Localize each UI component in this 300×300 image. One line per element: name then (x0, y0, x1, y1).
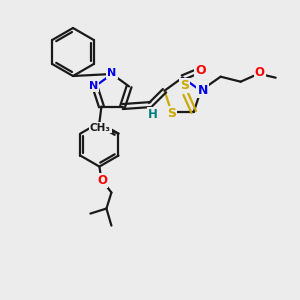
Text: O: O (255, 66, 265, 79)
Text: CH₃: CH₃ (90, 123, 111, 133)
Text: O: O (195, 64, 206, 77)
Text: N: N (107, 68, 117, 78)
Text: N: N (89, 81, 98, 92)
Text: N: N (197, 84, 208, 97)
Text: H: H (148, 108, 158, 121)
Text: S: S (180, 80, 189, 92)
Text: S: S (167, 107, 176, 120)
Text: O: O (98, 174, 107, 187)
